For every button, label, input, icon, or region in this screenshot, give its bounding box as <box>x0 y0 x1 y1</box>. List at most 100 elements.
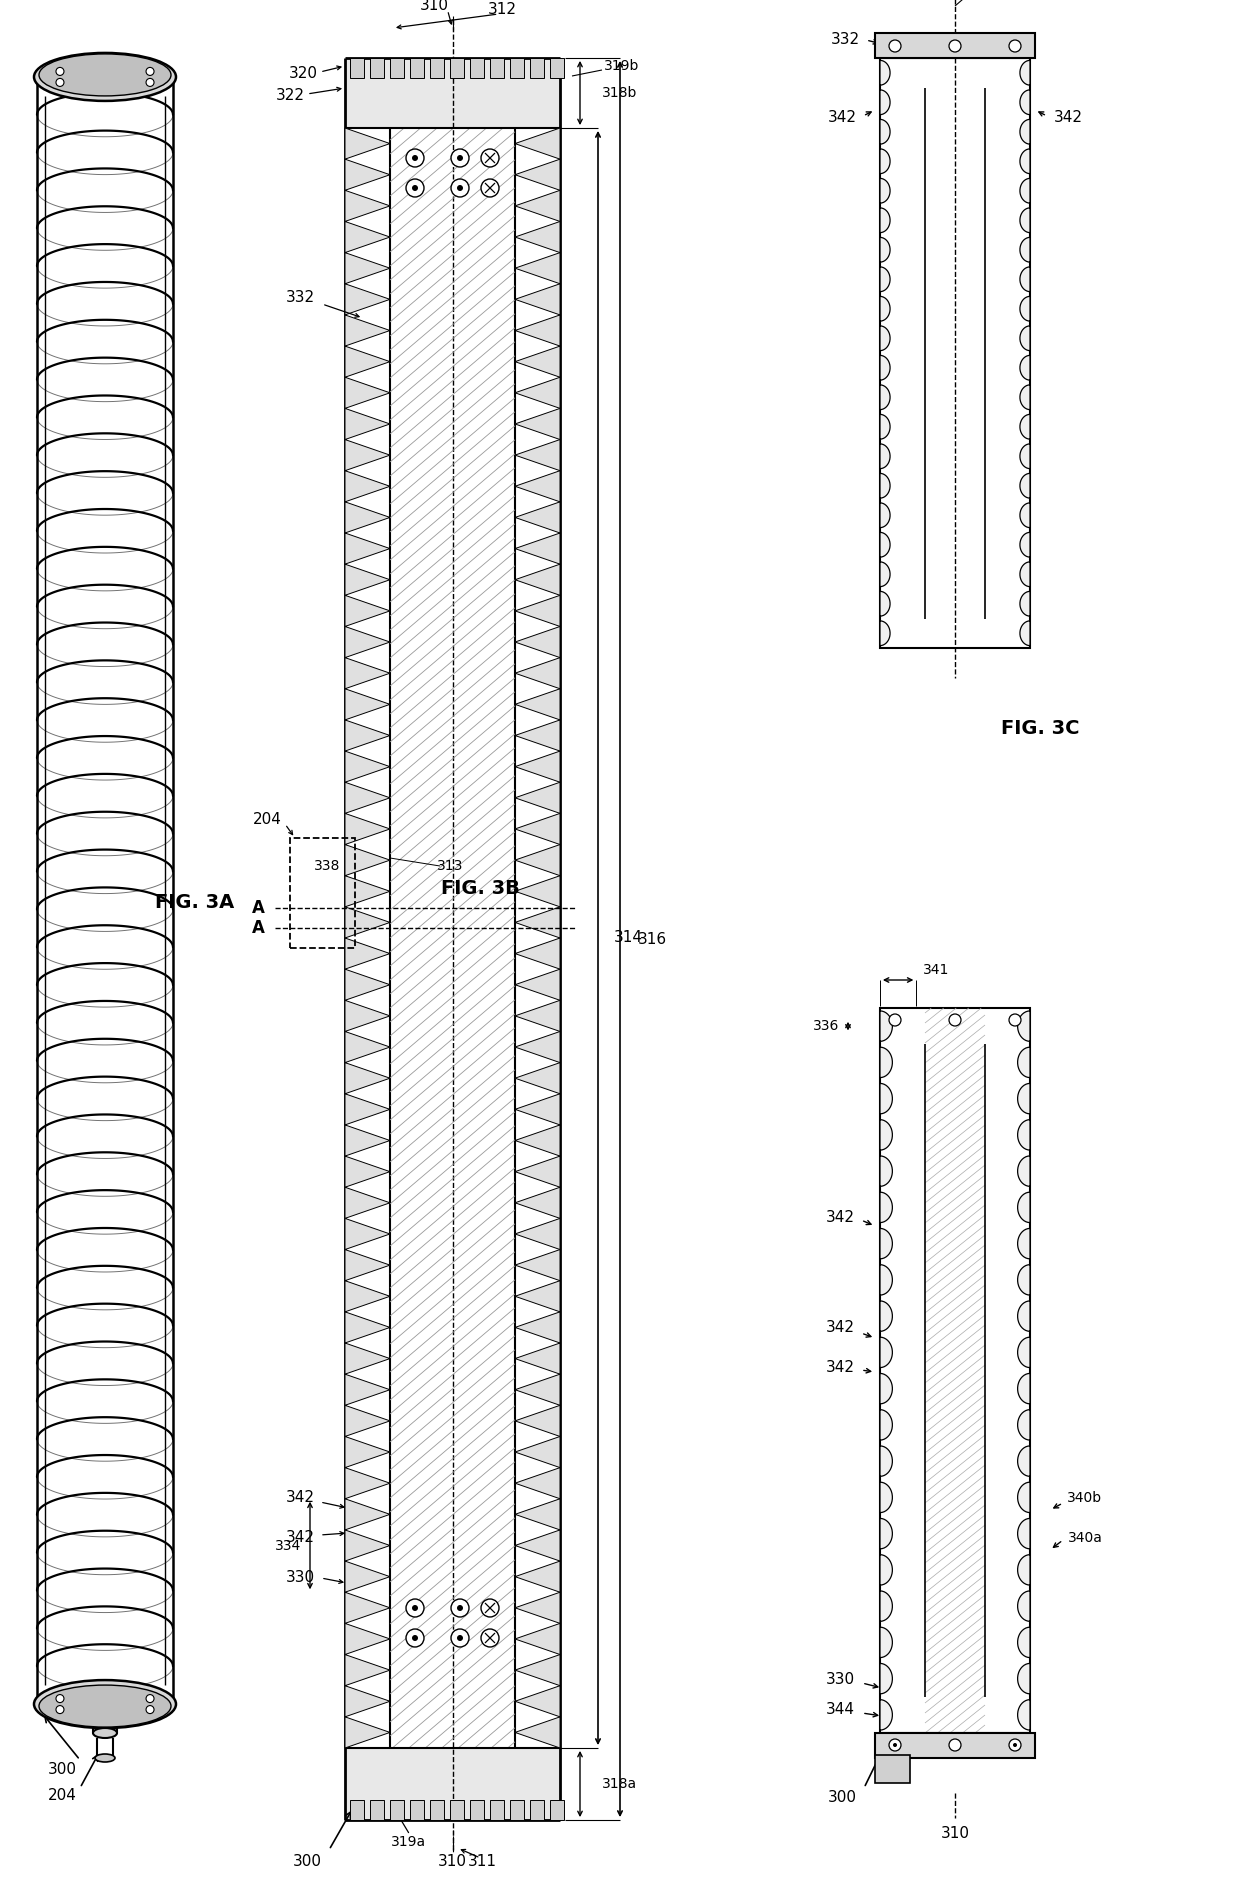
Bar <box>490 1799 503 1820</box>
Text: 330: 330 <box>826 1673 854 1688</box>
Bar <box>470 58 484 79</box>
Polygon shape <box>880 501 890 530</box>
Polygon shape <box>515 1716 560 1748</box>
Circle shape <box>146 1694 154 1703</box>
Polygon shape <box>345 346 391 377</box>
Polygon shape <box>345 1001 391 1031</box>
Circle shape <box>458 186 463 192</box>
Polygon shape <box>515 190 560 222</box>
Text: 204: 204 <box>253 813 281 828</box>
Polygon shape <box>345 813 391 845</box>
Polygon shape <box>345 875 391 907</box>
Polygon shape <box>880 1333 893 1371</box>
Polygon shape <box>880 560 890 590</box>
Polygon shape <box>345 1343 391 1375</box>
Polygon shape <box>880 1262 893 1298</box>
Polygon shape <box>880 88 890 116</box>
Polygon shape <box>345 627 391 657</box>
Polygon shape <box>345 1593 391 1623</box>
Ellipse shape <box>33 53 176 101</box>
Polygon shape <box>515 1157 560 1187</box>
Polygon shape <box>515 1686 560 1716</box>
Polygon shape <box>880 530 890 560</box>
Bar <box>551 1799 564 1820</box>
Text: 342: 342 <box>827 111 857 126</box>
Circle shape <box>458 1636 463 1641</box>
Polygon shape <box>345 1187 391 1219</box>
Polygon shape <box>515 751 560 783</box>
Polygon shape <box>515 1655 560 1686</box>
Polygon shape <box>345 128 391 160</box>
Polygon shape <box>515 471 560 501</box>
Polygon shape <box>1018 1551 1030 1589</box>
Polygon shape <box>880 1407 893 1442</box>
Polygon shape <box>1021 353 1030 383</box>
Polygon shape <box>1021 146 1030 177</box>
Polygon shape <box>1018 1333 1030 1371</box>
Polygon shape <box>880 618 890 648</box>
Polygon shape <box>880 1226 893 1262</box>
Circle shape <box>1009 39 1021 53</box>
Text: 340b: 340b <box>1068 1491 1102 1504</box>
Text: 341: 341 <box>923 963 950 977</box>
Text: 312: 312 <box>489 2 517 17</box>
Circle shape <box>458 1606 463 1611</box>
Polygon shape <box>880 295 890 323</box>
Polygon shape <box>1021 116 1030 146</box>
Polygon shape <box>515 501 560 533</box>
Polygon shape <box>345 1157 391 1187</box>
Polygon shape <box>515 128 560 160</box>
Bar <box>551 58 564 79</box>
Text: 300: 300 <box>293 1854 321 1869</box>
Bar <box>370 58 384 79</box>
Bar <box>430 58 444 79</box>
Polygon shape <box>345 937 391 969</box>
Polygon shape <box>880 1696 893 1733</box>
Circle shape <box>481 1628 498 1647</box>
Bar <box>370 1799 384 1820</box>
Polygon shape <box>515 689 560 719</box>
Polygon shape <box>880 1298 893 1333</box>
Polygon shape <box>880 590 890 618</box>
Polygon shape <box>1021 58 1030 88</box>
Polygon shape <box>1018 1044 1030 1080</box>
Polygon shape <box>515 222 560 254</box>
Text: 336: 336 <box>812 1020 839 1033</box>
Polygon shape <box>1018 1480 1030 1516</box>
Circle shape <box>481 178 498 197</box>
Text: 310: 310 <box>940 1825 970 1840</box>
Text: 340a: 340a <box>1068 1531 1102 1546</box>
Polygon shape <box>880 1660 893 1696</box>
Circle shape <box>412 1606 418 1611</box>
Polygon shape <box>880 1516 893 1551</box>
Polygon shape <box>345 563 391 595</box>
Bar <box>410 58 424 79</box>
Bar <box>880 58 1030 648</box>
Circle shape <box>893 1743 897 1747</box>
Polygon shape <box>880 116 890 146</box>
Text: 311: 311 <box>467 1854 497 1869</box>
Text: A: A <box>252 900 264 916</box>
Bar <box>450 58 464 79</box>
Polygon shape <box>345 439 391 471</box>
Polygon shape <box>1021 501 1030 530</box>
Polygon shape <box>880 1153 893 1189</box>
Polygon shape <box>880 353 890 383</box>
Text: 342: 342 <box>826 1320 854 1335</box>
Polygon shape <box>345 1313 391 1343</box>
Polygon shape <box>880 1624 893 1660</box>
Polygon shape <box>515 1467 560 1499</box>
Polygon shape <box>515 563 560 595</box>
Circle shape <box>405 1598 424 1617</box>
Text: FIG. 3B: FIG. 3B <box>440 879 520 898</box>
Circle shape <box>412 1636 418 1641</box>
Bar <box>345 1748 560 1820</box>
Bar <box>529 58 544 79</box>
Polygon shape <box>345 501 391 533</box>
Polygon shape <box>345 1467 391 1499</box>
Text: 316: 316 <box>639 931 667 947</box>
Text: 342: 342 <box>826 1360 854 1375</box>
Polygon shape <box>345 1281 391 1313</box>
Bar <box>391 58 404 79</box>
Polygon shape <box>1021 560 1030 590</box>
